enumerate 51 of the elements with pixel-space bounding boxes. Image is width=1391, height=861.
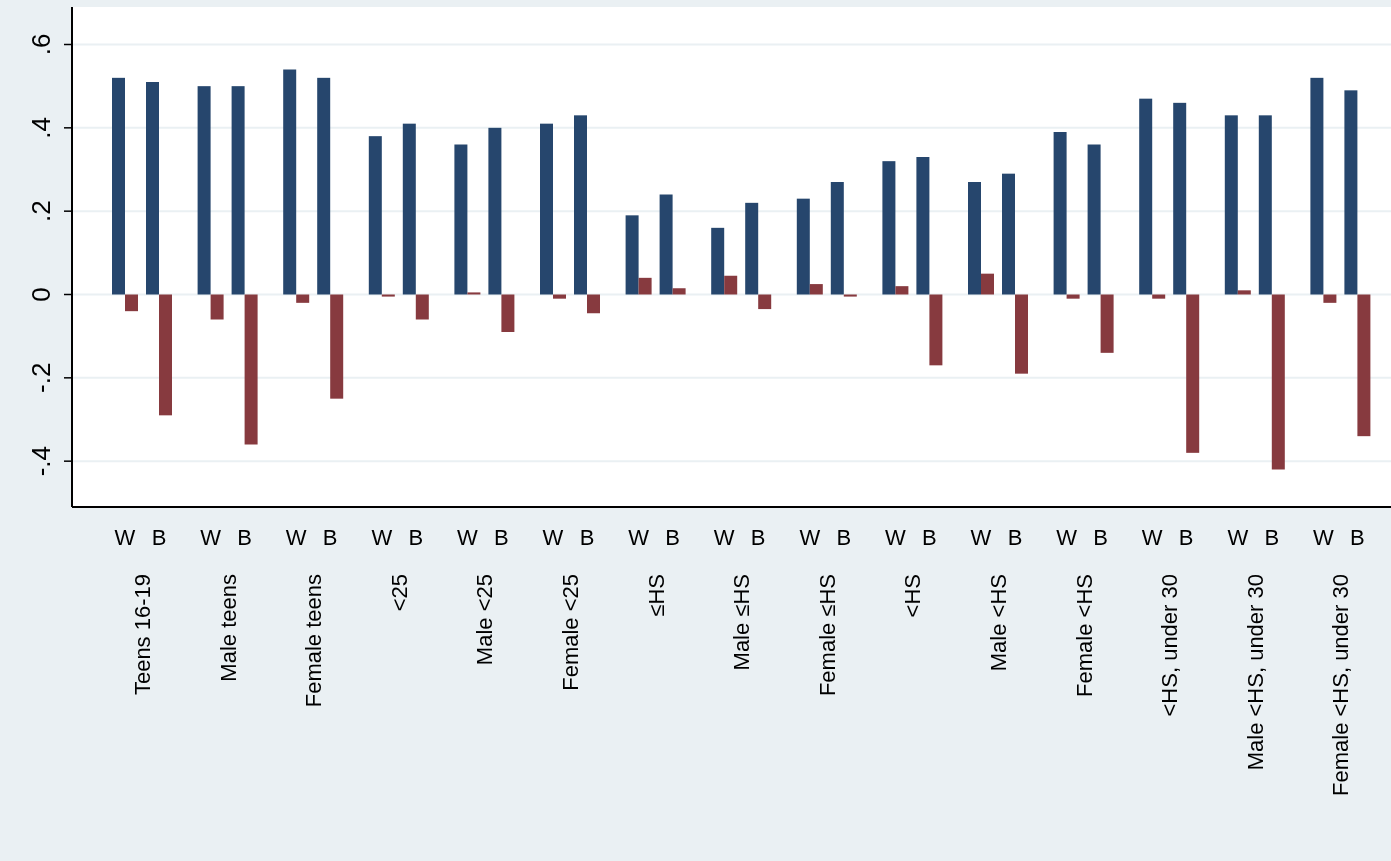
text: Male <HS	[986, 574, 1011, 672]
x-tick-label: B	[1007, 525, 1023, 550]
x-tick-label: B	[1178, 525, 1194, 550]
x-tick-label: W	[713, 525, 735, 550]
text: Teens 16-19	[130, 574, 155, 696]
text: Male <25	[472, 574, 498, 666]
x-tick-label: W	[542, 525, 564, 550]
x-tick-label: W	[799, 525, 821, 550]
x-tick-label: B	[665, 525, 680, 550]
text: Female teens	[301, 574, 327, 708]
x-tick-label: B	[408, 525, 424, 550]
x-tick-label: W	[457, 525, 479, 550]
text: Female <25	[558, 574, 583, 691]
x-tick-label: W	[114, 525, 136, 550]
x-tick-label: W	[970, 525, 992, 550]
x-tick-label: B	[494, 525, 509, 550]
x-tick-label: W	[285, 525, 307, 550]
x-tick-label: B	[1264, 525, 1280, 550]
x-tick-label: W	[628, 525, 650, 550]
x-tick-label: B	[151, 525, 167, 550]
y-tick-label: .4	[26, 116, 56, 139]
x-tick-label: B	[1093, 525, 1108, 550]
x-tick-label: B	[1350, 525, 1365, 550]
text: <HS, under 30	[1157, 574, 1183, 717]
y-tick-label: -.4	[26, 445, 56, 477]
x-tick-label: W	[1056, 525, 1078, 550]
x-tick-label: B	[922, 525, 937, 550]
x-tick-label: W	[885, 525, 907, 550]
text: Female <HS, under 30	[1328, 574, 1354, 796]
y-tick-label: 0	[26, 287, 56, 302]
text: Female ≤HS	[814, 574, 840, 697]
text: <25	[386, 574, 412, 612]
x-tick-label: W	[200, 525, 222, 550]
text: ≤HS	[643, 574, 669, 617]
y-tick-label: -.2	[26, 362, 56, 394]
y-tick-label: .2	[26, 200, 56, 223]
x-tick-label: W	[1227, 525, 1249, 550]
x-tick-label: B	[322, 525, 338, 550]
y-tick-label: .6	[26, 33, 56, 56]
x-tick-label: B	[750, 525, 766, 550]
text: Male ≤HS	[729, 574, 755, 671]
x-tick-label: B	[579, 525, 595, 550]
x-tick-label: B	[836, 525, 852, 550]
text: Male <HS, under 30	[1242, 574, 1268, 771]
text: Male teens	[215, 574, 241, 682]
x-tick-label: B	[237, 525, 252, 550]
x-tick-label: W	[1313, 525, 1335, 550]
x-tick-label: W	[1141, 525, 1163, 550]
x-tick-label: W	[371, 525, 393, 550]
text: <HS	[900, 574, 926, 618]
text: Female <HS	[1071, 574, 1097, 697]
